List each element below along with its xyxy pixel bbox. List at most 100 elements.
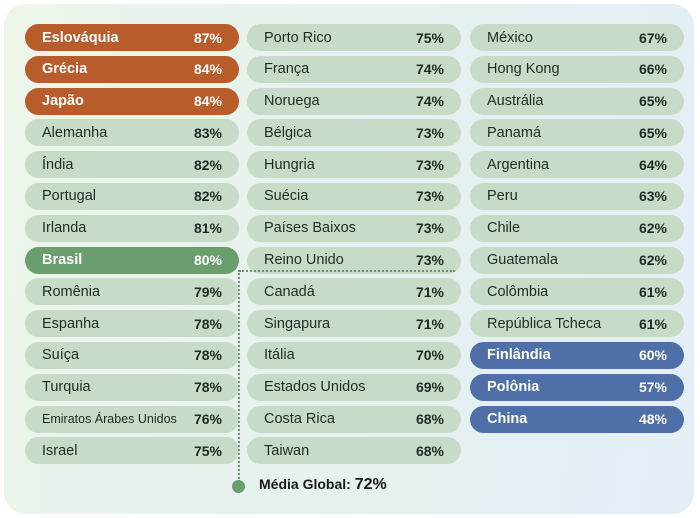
- country-value: 61%: [638, 283, 667, 300]
- country-name: Irlanda: [42, 220, 87, 237]
- column-3: México 67% Hong Kong 66% Austrália 65% Panamá 6…: [470, 24, 684, 437]
- country-name: Porto Rico: [264, 29, 332, 46]
- country-value: 74%: [415, 61, 444, 78]
- country-value: 80%: [193, 252, 222, 269]
- country-row: Irlanda 81%: [25, 214, 239, 242]
- country-row: Noruega 74%: [247, 87, 461, 115]
- country-name: República Tcheca: [487, 315, 602, 332]
- country-name: Japão: [42, 93, 84, 110]
- country-row: Colômbia 61%: [470, 278, 684, 306]
- global-average-value: 72%: [354, 476, 387, 493]
- country-row: Portugal 82%: [25, 182, 239, 210]
- country-row: Canadá 71%: [247, 278, 461, 306]
- country-value: 65%: [638, 124, 667, 141]
- country-name: Alemanha: [42, 124, 108, 141]
- global-average-line-vertical: [238, 270, 240, 482]
- country-row: Hungria 73%: [247, 151, 461, 179]
- country-row: Taiwan 68%: [247, 437, 461, 465]
- country-row: Grécia 84%: [25, 55, 239, 83]
- country-name: Chile: [487, 220, 521, 237]
- country-row: Romênia 79%: [25, 278, 239, 306]
- country-value: 81%: [193, 220, 222, 237]
- country-value: 87%: [193, 29, 222, 46]
- country-name: Emiratos Árabes Unidos: [42, 412, 177, 427]
- country-value: 70%: [415, 347, 444, 364]
- country-value: 57%: [638, 379, 667, 396]
- country-name: Bélgica: [264, 124, 312, 141]
- country-row: Singapura 71%: [247, 310, 461, 338]
- country-row: Costa Rica 68%: [247, 405, 461, 433]
- country-name: Suíça: [42, 347, 80, 364]
- country-row: Austrália 65%: [470, 87, 684, 115]
- country-value: 73%: [415, 252, 444, 269]
- country-name: Guatemala: [487, 252, 558, 269]
- country-name: Panamá: [487, 124, 542, 141]
- country-value: 83%: [193, 124, 222, 141]
- country-row: Panamá 65%: [470, 119, 684, 147]
- country-row: México 67%: [470, 24, 684, 51]
- country-row: Brasil 80%: [25, 246, 239, 274]
- country-row: Suécia 73%: [247, 182, 461, 210]
- country-name: Argentina: [487, 156, 550, 173]
- country-value: 62%: [638, 220, 667, 237]
- column-1: Eslováquia 87% Grécia 84% Japão 84% Alemanha 83…: [25, 24, 239, 469]
- country-row: China 48%: [470, 405, 684, 433]
- country-row: Países Baixos 73%: [247, 214, 461, 242]
- country-row: Bélgica 73%: [247, 119, 461, 147]
- country-row: República Tcheca 61%: [470, 310, 684, 338]
- country-row: Peru 63%: [470, 182, 684, 210]
- country-value: 61%: [638, 315, 667, 332]
- country-value: 82%: [193, 156, 222, 173]
- country-value: 75%: [193, 442, 222, 459]
- country-value: 73%: [415, 156, 444, 173]
- country-value: 60%: [638, 347, 667, 364]
- country-row: Porto Rico 75%: [247, 24, 461, 51]
- country-value: 73%: [415, 124, 444, 141]
- country-row: Suíça 78%: [25, 341, 239, 369]
- country-value: 66%: [638, 61, 667, 78]
- country-value: 71%: [415, 315, 444, 332]
- country-row: Eslováquia 87%: [25, 24, 239, 51]
- country-name: México: [487, 29, 533, 46]
- country-row: Índia 82%: [25, 151, 239, 179]
- column-2: Porto Rico 75% França 74% Noruega 74% Bélgica 7…: [247, 24, 461, 469]
- country-name: Grécia: [42, 61, 88, 78]
- country-value: 62%: [638, 252, 667, 269]
- country-name: Canadá: [264, 283, 315, 300]
- global-average-line-horizontal: [239, 270, 455, 272]
- country-row: Estados Unidos 69%: [247, 373, 461, 401]
- country-row: Polônia 57%: [470, 373, 684, 401]
- country-name: Reino Unido: [264, 252, 344, 269]
- global-average-label: Média Global: 72%: [259, 476, 387, 494]
- country-name: Estados Unidos: [264, 379, 366, 396]
- country-name: Suécia: [264, 188, 309, 205]
- country-name: Finlândia: [487, 347, 551, 364]
- country-name: Taiwan: [264, 442, 310, 459]
- country-name: China: [487, 411, 528, 428]
- global-average-dot: [232, 480, 245, 493]
- country-name: Itália: [264, 347, 295, 364]
- country-value: 78%: [193, 347, 222, 364]
- country-row: Guatemala 62%: [470, 246, 684, 274]
- country-value: 65%: [638, 93, 667, 110]
- country-name: Austrália: [487, 93, 544, 110]
- country-row: Japão 84%: [25, 87, 239, 115]
- country-name: Eslováquia: [42, 29, 119, 46]
- country-value: 71%: [415, 283, 444, 300]
- country-value: 73%: [415, 220, 444, 237]
- country-name: Hong Kong: [487, 61, 560, 78]
- country-name: Turquia: [42, 379, 91, 396]
- country-name: Espanha: [42, 315, 100, 332]
- country-name: Brasil: [42, 252, 83, 269]
- country-row: França 74%: [247, 55, 461, 83]
- global-average-text: Média Global:: [259, 476, 351, 492]
- country-value: 68%: [415, 442, 444, 459]
- country-name: Colômbia: [487, 283, 549, 300]
- country-row: Emiratos Árabes Unidos 76%: [25, 405, 239, 433]
- country-value: 48%: [638, 411, 667, 428]
- country-row: Espanha 78%: [25, 310, 239, 338]
- country-value: 74%: [415, 93, 444, 110]
- country-value: 79%: [193, 283, 222, 300]
- country-value: 73%: [415, 188, 444, 205]
- country-name: França: [264, 61, 310, 78]
